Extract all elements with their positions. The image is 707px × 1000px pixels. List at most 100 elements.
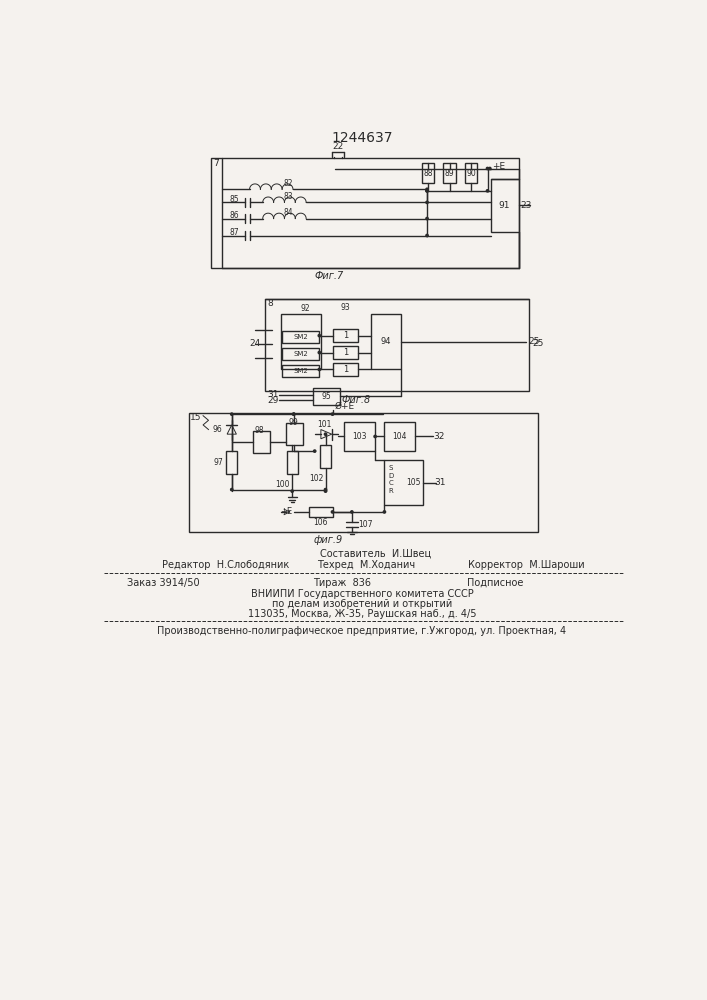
Bar <box>189 413 538 532</box>
Text: 32: 32 <box>433 432 445 441</box>
Circle shape <box>325 488 327 491</box>
Text: 89: 89 <box>445 169 455 178</box>
Circle shape <box>332 511 334 513</box>
Bar <box>320 445 331 468</box>
Circle shape <box>291 490 293 492</box>
Text: 23: 23 <box>520 201 532 210</box>
Text: 106: 106 <box>314 518 328 527</box>
Bar <box>313 388 340 405</box>
Text: 7: 7 <box>214 159 219 168</box>
Text: R: R <box>388 488 393 494</box>
Bar <box>252 431 270 453</box>
Text: 95: 95 <box>322 392 331 401</box>
Text: 104: 104 <box>392 432 407 441</box>
Text: D: D <box>388 473 393 479</box>
Bar <box>282 331 320 343</box>
Text: 82: 82 <box>284 179 293 188</box>
Text: 99: 99 <box>289 418 298 427</box>
Circle shape <box>318 334 320 337</box>
Bar <box>333 363 358 376</box>
Text: 92: 92 <box>300 304 310 313</box>
Bar <box>421 163 434 183</box>
Text: 8: 8 <box>268 299 274 308</box>
Text: ВНИИПИ Государственного комитета СССР: ВНИИПИ Государственного комитета СССР <box>250 589 473 599</box>
Text: 1: 1 <box>343 365 349 374</box>
Text: 31: 31 <box>267 390 279 399</box>
Text: Фиг.7: Фиг.7 <box>314 271 344 281</box>
Text: 88: 88 <box>423 169 433 178</box>
Circle shape <box>325 490 327 492</box>
Text: 1: 1 <box>343 348 349 357</box>
Text: Редактор  Н.Слободяник: Редактор Н.Слободяник <box>162 560 289 570</box>
Text: 85: 85 <box>229 195 239 204</box>
Text: 25: 25 <box>532 339 544 348</box>
Text: Фиг.8: Фиг.8 <box>341 395 370 405</box>
Circle shape <box>351 511 353 513</box>
Bar <box>465 163 477 183</box>
Bar <box>309 507 332 517</box>
Circle shape <box>383 511 385 513</box>
Bar <box>344 422 375 451</box>
Bar <box>385 422 416 451</box>
Text: 101: 101 <box>317 420 332 429</box>
Circle shape <box>318 351 320 354</box>
Text: 97: 97 <box>214 458 223 467</box>
Bar <box>211 158 518 268</box>
Text: +E: +E <box>493 162 506 171</box>
Text: 103: 103 <box>352 432 367 441</box>
Text: Подписное: Подписное <box>467 578 523 588</box>
Text: SM2: SM2 <box>293 334 308 340</box>
Circle shape <box>426 188 428 190</box>
Text: по делам изобретений и открытий: по делам изобретений и открытий <box>271 599 452 609</box>
Circle shape <box>230 413 233 415</box>
Circle shape <box>426 217 428 220</box>
Circle shape <box>486 190 489 192</box>
Text: 113035, Москва, Ж-35, Раушская наб., д. 4/5: 113035, Москва, Ж-35, Раушская наб., д. … <box>247 609 477 619</box>
Text: фиг.9: фиг.9 <box>314 535 344 545</box>
Bar <box>333 329 358 342</box>
Bar <box>265 299 529 391</box>
Text: 96: 96 <box>213 425 223 434</box>
Bar <box>491 179 518 232</box>
Text: 105: 105 <box>407 478 421 487</box>
Circle shape <box>426 234 428 237</box>
Text: Техред  М.Ходанич: Техред М.Ходанич <box>317 560 415 570</box>
Text: 25: 25 <box>528 337 539 346</box>
Bar <box>333 346 358 359</box>
Text: SM2: SM2 <box>293 368 308 374</box>
Text: 90: 90 <box>467 169 476 178</box>
Text: 29: 29 <box>267 396 279 405</box>
Text: 22: 22 <box>332 142 344 151</box>
Text: 102: 102 <box>309 474 323 483</box>
Text: 1244637: 1244637 <box>331 131 392 145</box>
Text: 87: 87 <box>229 228 239 237</box>
Circle shape <box>293 413 295 415</box>
Text: Составитель  И.Швец: Составитель И.Швец <box>320 549 431 559</box>
Text: Ø+E: Ø+E <box>334 402 354 411</box>
Text: 98: 98 <box>254 426 264 435</box>
Bar <box>287 451 298 474</box>
Circle shape <box>318 368 320 371</box>
Bar <box>282 365 320 377</box>
Text: 107: 107 <box>358 520 373 529</box>
Text: 93: 93 <box>341 303 351 312</box>
Text: 1: 1 <box>343 331 349 340</box>
Bar <box>286 423 303 445</box>
Circle shape <box>293 413 295 415</box>
Circle shape <box>230 488 233 491</box>
Text: 91: 91 <box>499 201 510 210</box>
Text: +E: +E <box>280 507 292 516</box>
Circle shape <box>489 167 491 170</box>
Bar <box>281 314 321 369</box>
Text: 83: 83 <box>284 192 293 201</box>
Circle shape <box>426 190 428 192</box>
Bar <box>282 348 320 360</box>
Text: 24: 24 <box>250 339 261 348</box>
Circle shape <box>332 413 334 415</box>
Text: SM2: SM2 <box>293 351 308 357</box>
Circle shape <box>426 201 428 204</box>
Circle shape <box>486 167 489 170</box>
Text: C: C <box>388 480 393 486</box>
Circle shape <box>313 450 316 452</box>
Text: Производственно-полиграфическое предприятие, г.Ужгород, ул. Проектная, 4: Производственно-полиграфическое предприя… <box>158 626 566 636</box>
